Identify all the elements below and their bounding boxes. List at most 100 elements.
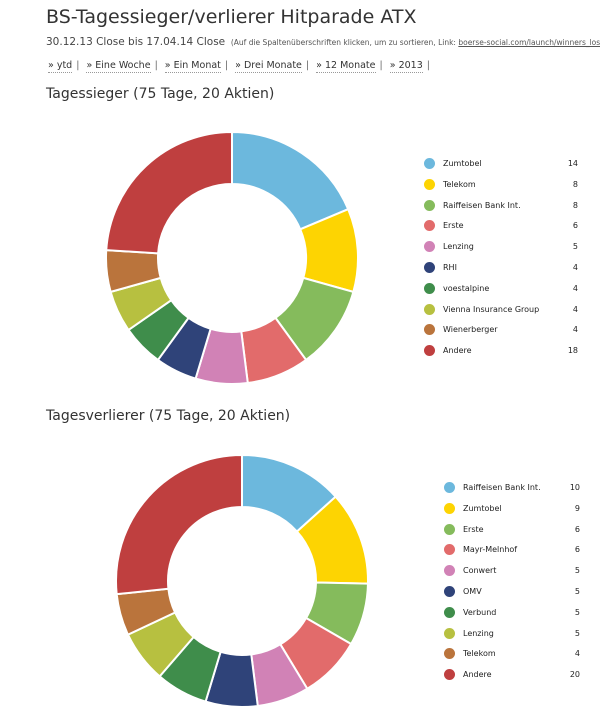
legend-item-erste[interactable]: Erste 6 xyxy=(444,523,580,544)
legend-label: Erste xyxy=(443,221,464,231)
legend-swatch xyxy=(424,261,435,273)
legend-label: Telekom xyxy=(463,649,496,659)
legend-value: 5 xyxy=(574,628,580,638)
legend-value: 8 xyxy=(572,179,578,189)
legend-label: Mayr-Melnhof xyxy=(463,545,518,555)
nav-three-months[interactable]: » Drei Monate xyxy=(235,60,302,73)
legend-label: RHI xyxy=(443,262,457,272)
nav-2013[interactable]: » 2013 xyxy=(389,60,423,73)
losers-chart-title: Tagesverlierer (75 Tage, 20 Aktien) xyxy=(46,408,291,424)
legend-item-telekom[interactable]: Telekom 4 xyxy=(444,647,580,668)
slice-andere[interactable] xyxy=(105,130,233,255)
legend-swatch xyxy=(444,565,455,577)
legend-value: 20 xyxy=(569,670,580,680)
legend-label: Andere xyxy=(443,346,472,356)
nav-separator: | xyxy=(426,60,430,71)
legend-swatch xyxy=(424,345,435,357)
legend-value: 18 xyxy=(567,346,578,356)
legend-item-rhi[interactable]: RHI 4 xyxy=(424,261,578,282)
legend-swatch xyxy=(444,544,455,556)
legend-item-telekom[interactable]: Telekom 8 xyxy=(424,178,578,199)
legend-item-omv[interactable]: OMV 5 xyxy=(444,585,580,606)
winners-legend: Zumtobel 14 Telekom 8 Raiffeisen Bank Int. 8 E… xyxy=(424,157,578,365)
legend-value: 9 xyxy=(574,503,580,513)
legend-swatch xyxy=(444,606,455,618)
legend-swatch xyxy=(424,199,435,211)
nav-separator: | xyxy=(154,60,158,71)
nav-twelve-months[interactable]: » 12 Monate xyxy=(316,60,376,73)
slice-zumtobel[interactable] xyxy=(231,130,350,231)
legend-item-voestalpine[interactable]: voestalpine 4 xyxy=(424,282,578,303)
legend-label: Zumtobel xyxy=(463,503,502,513)
legend-swatch xyxy=(424,324,435,336)
nav-separator: | xyxy=(379,60,383,71)
nav-separator: | xyxy=(305,60,310,71)
legend-item-vienna-insurance-group[interactable]: Vienna Insurance Group 4 xyxy=(424,303,578,324)
legend-value: 5 xyxy=(574,607,580,617)
legend-item-verbund[interactable]: Verbund 5 xyxy=(444,606,580,627)
legend-value: 14 xyxy=(567,159,578,168)
nav-one-week[interactable]: » Eine Woche xyxy=(86,60,151,73)
legend-item-zumtobel[interactable]: Zumtobel 9 xyxy=(444,502,580,523)
legend-label: Erste xyxy=(463,524,484,534)
legend-item-wienerberger[interactable]: Wienerberger 4 xyxy=(424,323,578,344)
nav-one-month[interactable]: » Ein Monat xyxy=(164,60,221,73)
source-link[interactable]: boerse-social.com/launch/winners_losers/… xyxy=(458,38,600,47)
legend-swatch xyxy=(444,482,455,493)
legend-label: Lenzing xyxy=(443,242,474,252)
legend-item-erste[interactable]: Erste 6 xyxy=(424,219,578,240)
legend-label: Wienerberger xyxy=(443,325,498,335)
legend-label: Verbund xyxy=(463,607,497,617)
legend-item-lenzing[interactable]: Lenzing 5 xyxy=(444,627,580,648)
nav-separator: | xyxy=(224,60,229,71)
legend-item-raiffeisen-bank-int[interactable]: Raiffeisen Bank Int. 8 xyxy=(424,199,578,220)
sort-note-text: (Auf die Spaltenüberschriften klicken, u… xyxy=(230,38,459,47)
winners-chart-title: Tagessieger (75 Tage, 20 Aktien) xyxy=(46,86,275,102)
legend-swatch xyxy=(424,220,435,232)
legend-item-zumtobel[interactable]: Zumtobel 14 xyxy=(424,157,578,178)
legend-swatch xyxy=(444,502,455,514)
legend-swatch xyxy=(444,523,455,535)
legend-item-andere[interactable]: Andere 20 xyxy=(444,668,580,689)
legend-value: 4 xyxy=(572,325,578,335)
legend-value: 5 xyxy=(574,566,580,576)
legend-swatch xyxy=(424,158,435,169)
page-title: BS-Tagessieger/verlierer Hitparade ATX xyxy=(46,6,417,28)
legend-swatch xyxy=(424,282,435,294)
legend-item-lenzing[interactable]: Lenzing 5 xyxy=(424,240,578,261)
slice-andere[interactable] xyxy=(115,453,243,596)
nav-separator: | xyxy=(76,60,80,71)
legend-value: 10 xyxy=(569,483,580,492)
legend-swatch xyxy=(424,178,435,190)
legend-label: Telekom xyxy=(443,179,476,189)
legend-swatch xyxy=(444,669,455,681)
legend-value: 6 xyxy=(572,221,578,231)
losers-donut-chart xyxy=(115,453,369,708)
legend-label: Vienna Insurance Group xyxy=(443,304,540,314)
legend-swatch xyxy=(444,585,455,597)
legend-item-conwert[interactable]: Conwert 5 xyxy=(444,564,580,585)
legend-value: 4 xyxy=(572,262,578,272)
legend-label: OMV xyxy=(463,586,482,596)
period-nav: » ytd | » Eine Woche | » Ein Monat | » Drei… xyxy=(48,60,434,73)
legend-value: 6 xyxy=(574,545,580,555)
legend-item-andere[interactable]: Andere 18 xyxy=(424,344,578,365)
legend-swatch xyxy=(424,303,435,315)
nav-ytd[interactable]: » ytd xyxy=(48,60,73,73)
legend-item-raiffeisen-bank-int[interactable]: Raiffeisen Bank Int. 10 xyxy=(444,481,580,502)
legend-value: 8 xyxy=(572,200,578,210)
legend-swatch xyxy=(444,627,455,639)
legend-value: 4 xyxy=(572,283,578,293)
legend-value: 5 xyxy=(574,586,580,596)
legend-label: voestalpine xyxy=(443,283,490,293)
legend-value: 5 xyxy=(572,242,578,252)
legend-swatch xyxy=(424,241,435,253)
legend-value: 4 xyxy=(572,304,578,314)
winners-donut-chart xyxy=(105,130,359,385)
date-range-line: 30.12.13 Close bis 17.04.14 Close (Auf d… xyxy=(46,36,600,48)
losers-legend: Raiffeisen Bank Int. 10 Zumtobel 9 Erste 6 May… xyxy=(444,481,580,689)
legend-label: Zumtobel xyxy=(443,159,482,168)
legend-item-mayr-melnhof[interactable]: Mayr-Melnhof 6 xyxy=(444,543,580,564)
sort-note: (Auf die Spaltenüberschriften klicken, u… xyxy=(228,38,600,47)
legend-value: 6 xyxy=(574,524,580,534)
